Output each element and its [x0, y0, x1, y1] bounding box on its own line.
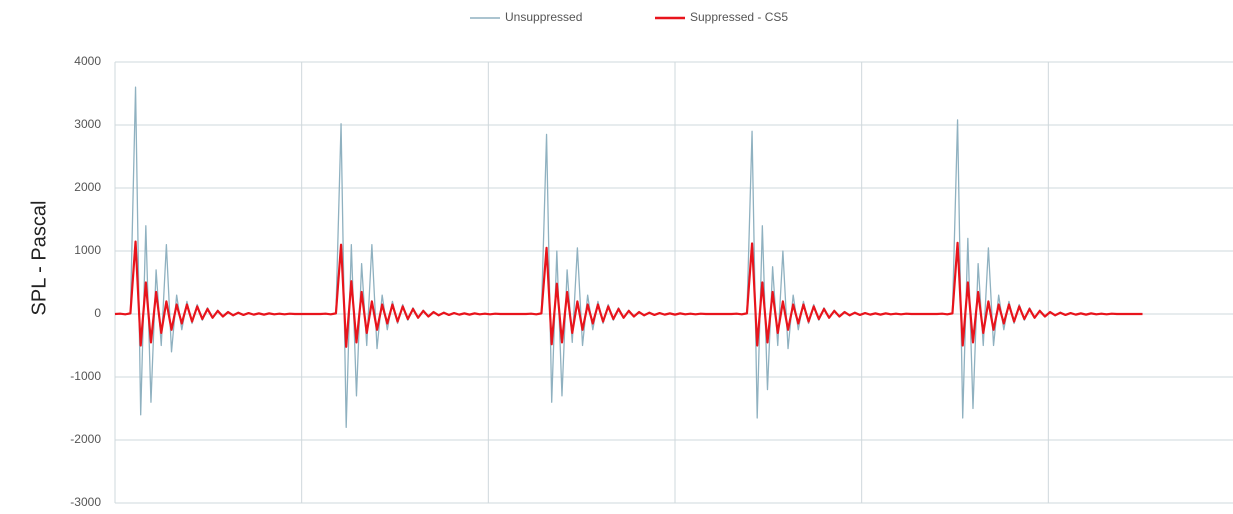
vertical-grid — [114, 62, 1049, 503]
y-tick-label: 2000 — [74, 180, 101, 194]
y-tick-label: -1000 — [70, 369, 101, 383]
legend-label: Unsuppressed — [505, 10, 582, 24]
series-line — [114, 86, 1143, 429]
y-tick-label: 0 — [94, 306, 101, 320]
y-tick-label: -2000 — [70, 432, 101, 446]
y-axis-label: SPL - Pascal — [28, 201, 50, 316]
y-tick-label: 3000 — [74, 117, 101, 131]
legend-label: Suppressed - CS5 — [690, 10, 788, 24]
y-tick-label: -3000 — [70, 495, 101, 509]
y-tick-label: 1000 — [74, 243, 101, 257]
y-tick-label: 4000 — [74, 54, 101, 68]
series-line — [114, 240, 1143, 348]
